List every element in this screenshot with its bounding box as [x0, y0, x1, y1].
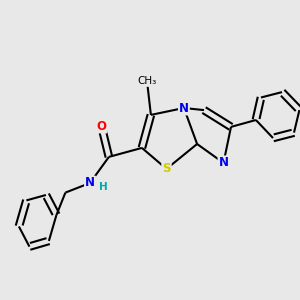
Text: H: H	[99, 182, 108, 193]
Text: N: N	[179, 101, 189, 115]
Text: N: N	[85, 176, 95, 190]
Text: S: S	[162, 162, 171, 176]
Text: N: N	[218, 156, 229, 170]
Text: CH₃: CH₃	[137, 76, 157, 86]
Text: O: O	[96, 119, 106, 133]
